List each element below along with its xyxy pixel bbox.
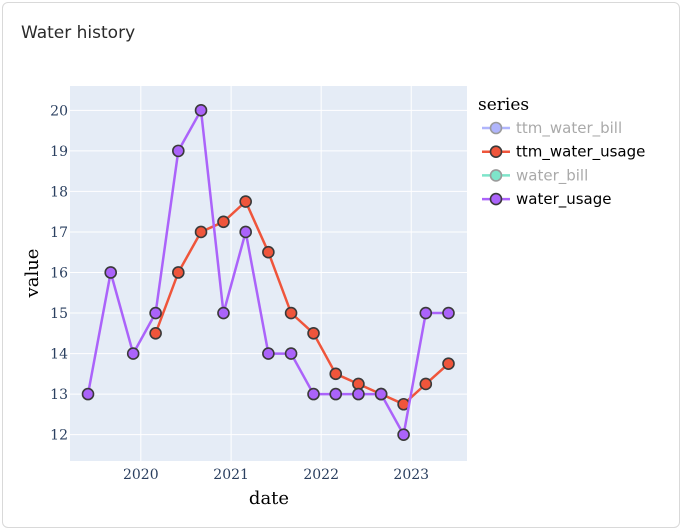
- data-point: [352, 387, 365, 401]
- y-tick-label: 16: [50, 265, 68, 281]
- legend-label: water_bill: [516, 166, 588, 185]
- legend-marker: [489, 169, 503, 182]
- y-axis-title: value: [22, 249, 43, 299]
- y-tick-label: 20: [50, 103, 68, 119]
- data-point: [104, 266, 118, 279]
- legend-label: water_usage: [516, 190, 612, 209]
- data-point: [442, 357, 455, 371]
- legend-label: ttm_water_bill: [516, 119, 622, 138]
- data-point: [81, 387, 95, 401]
- x-axis-title: date: [249, 488, 289, 509]
- data-point: [217, 306, 230, 320]
- y-tick-label: 17: [50, 225, 68, 241]
- legend: series ttm_water_bill ttm_water_usagewate…: [478, 95, 645, 209]
- x-tick-label: 2020: [123, 467, 159, 483]
- x-tick-label: 2023: [393, 467, 429, 483]
- legend-item-water-bill[interactable]: water_bill: [482, 166, 588, 185]
- data-point: [397, 428, 410, 441]
- chart-card-title: Water history: [21, 23, 136, 43]
- data-point: [172, 266, 185, 279]
- legend-item-ttm-water-bill[interactable]: ttm_water_bill: [482, 119, 622, 138]
- data-point: [442, 306, 455, 320]
- data-point: [239, 225, 252, 239]
- series-layer: [81, 104, 455, 441]
- data-point: [239, 195, 252, 208]
- data-point: [419, 306, 433, 320]
- y-tick-label: 19: [50, 144, 68, 160]
- data-point: [307, 326, 320, 340]
- data-point: [419, 377, 433, 391]
- y-tick-label: 14: [50, 347, 68, 363]
- y-tick-label: 15: [50, 306, 68, 322]
- data-point: [374, 387, 388, 401]
- y-tick-labels: 12 13 14 15 16 17 18 19 20: [50, 103, 68, 443]
- series-ttm-water-usage: [149, 195, 455, 411]
- series-water-usage: [81, 104, 455, 441]
- plot-area: [70, 86, 467, 461]
- legend-label: ttm_water_usage: [516, 143, 645, 162]
- data-point: [194, 225, 208, 239]
- legend-item-ttm-water-usage[interactable]: ttm_water_usage: [482, 143, 645, 162]
- data-point: [126, 347, 140, 360]
- data-point: [262, 245, 275, 259]
- legend-item-water-usage[interactable]: water_usage: [482, 190, 612, 209]
- data-point: [149, 326, 162, 340]
- data-point: [149, 306, 162, 320]
- data-point: [329, 387, 343, 401]
- data-point: [217, 215, 230, 229]
- data-point: [172, 144, 185, 158]
- legend-marker: [489, 121, 503, 135]
- legend-title: series: [478, 95, 529, 115]
- data-point: [194, 104, 208, 117]
- legend-marker: [489, 192, 503, 206]
- y-tick-label: 18: [50, 184, 68, 200]
- data-point: [262, 347, 275, 360]
- y-tick-label: 13: [50, 387, 68, 403]
- data-point: [329, 367, 343, 381]
- x-tick-labels: 2020 2021 2022 2023: [123, 467, 429, 483]
- y-tick-label: 12: [50, 428, 68, 444]
- data-point: [307, 387, 320, 401]
- x-tick-label: 2021: [213, 467, 249, 483]
- legend-marker: [489, 145, 503, 158]
- data-point: [284, 347, 298, 360]
- data-point: [284, 306, 298, 320]
- x-tick-label: 2022: [303, 467, 339, 483]
